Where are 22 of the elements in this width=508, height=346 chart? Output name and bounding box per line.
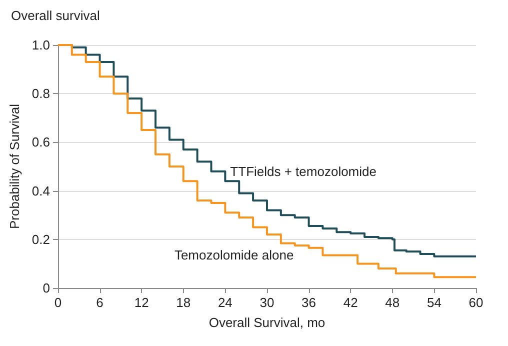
x-tick-label: 6 [96, 295, 104, 310]
y-tick-label: 0.8 [32, 86, 50, 102]
chart-title: Overall survival [11, 8, 100, 23]
x-axis-title: Overall Survival, mo [208, 315, 326, 330]
y-tick-label: 0.2 [32, 232, 50, 247]
y-tick-label: 1.0 [32, 38, 50, 52]
series-label: Temozolomide alone [174, 247, 294, 262]
y-tick-label: 0.6 [32, 134, 50, 150]
x-tick-label: 42 [343, 295, 358, 310]
series-label: TTFields + temozolomide [230, 164, 376, 179]
x-tick-label: 12 [134, 295, 149, 310]
x-tick-label: 54 [426, 295, 442, 310]
x-tick-label: 18 [176, 295, 191, 310]
x-tick-label: 60 [468, 295, 484, 310]
x-tick-label: 24 [218, 295, 232, 310]
y-tick-label: 0 [42, 280, 50, 296]
y-axis-title: Probability of Survival [7, 104, 22, 229]
x-tick-label: 48 [385, 295, 400, 310]
x-tick-label: 0 [54, 295, 62, 310]
x-tick-label: 36 [302, 295, 316, 310]
y-tick-label: 0.4 [32, 183, 50, 198]
x-tick-label: 30 [260, 295, 274, 310]
